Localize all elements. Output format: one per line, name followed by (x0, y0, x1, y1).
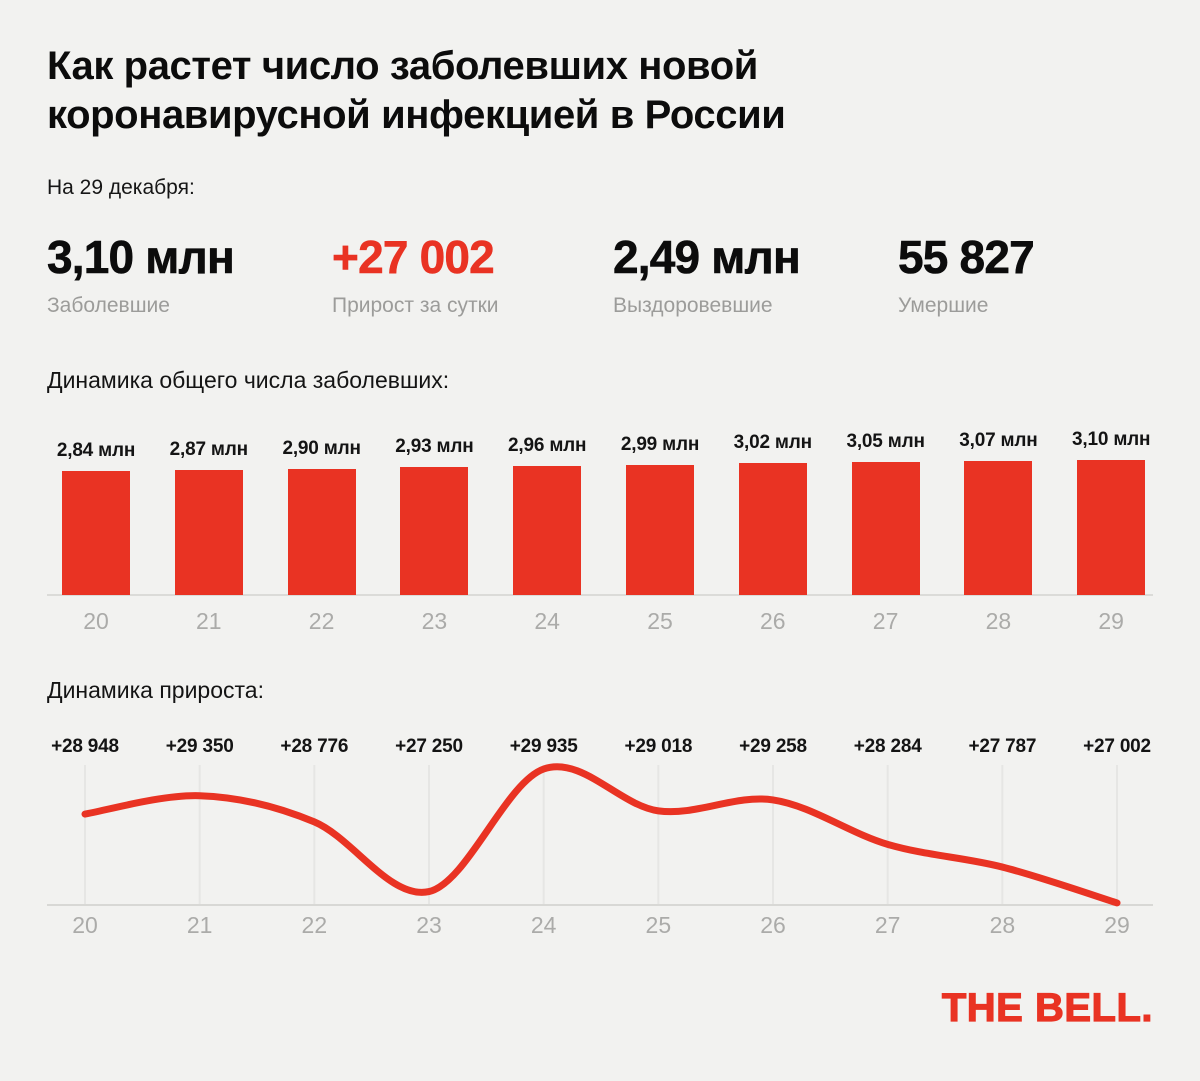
line-value-label: +27 002 (1083, 736, 1151, 757)
bar-value-label: 2,84 млн (56, 440, 136, 461)
line-chart-axis: 20 21 22 23 24 25 26 27 28 29 (47, 912, 1153, 938)
stat-value: +27 002 (332, 231, 495, 284)
stats-row: 3,10 млн Заболевшие +27 002 Прирост за с… (47, 230, 1153, 325)
line-value-label: +29 258 (739, 736, 807, 757)
bar-column-22: 2,90 млн (267, 435, 377, 595)
stat-label: Прирост за сутки (332, 294, 499, 317)
stat-label: Заболевшие (47, 294, 170, 317)
bar-axis-tick: 25 (647, 608, 673, 634)
stat-label: Выздоровевшие (613, 294, 773, 317)
bar-value-label: 3,10 млн (1072, 429, 1151, 450)
stat-label: Умершие (898, 294, 989, 317)
section-title-daily-increase: Динамика прироста: (47, 677, 264, 703)
line-chart-labels: +28 948 +29 350 +28 776 +27 250 +29 935 +29 0… (47, 736, 1153, 760)
bar-value-label: 2,99 млн (620, 434, 700, 455)
line-axis-tick: 23 (416, 912, 442, 938)
bar (513, 466, 582, 595)
bar (626, 465, 694, 595)
bar-axis-tick: 29 (1098, 608, 1124, 634)
bar-value-label: 2,93 млн (395, 436, 474, 457)
bar-column-26: 3,02 млн (718, 432, 828, 595)
line-value-label: +27 250 (395, 736, 463, 757)
line-axis-tick: 26 (760, 912, 786, 938)
bar-column-23: 2,93 млн (379, 435, 489, 595)
bar-chart-baseline (47, 594, 1153, 596)
bar (400, 467, 469, 595)
bar (1077, 460, 1146, 595)
line-value-label: +29 350 (165, 736, 234, 757)
stat-recovered: 2,49 млн Выздоровевшие (613, 230, 801, 318)
bar-value-label: 3,07 млн (959, 430, 1038, 451)
bar (287, 469, 356, 595)
stat-value: 55 827 (898, 231, 1035, 284)
bar-column-25: 2,99 млн (605, 434, 715, 595)
bar (738, 463, 807, 595)
bar-axis-tick: 28 (985, 608, 1012, 634)
bar-column-24: 2,96 млн (492, 435, 602, 595)
line-axis-tick: 20 (72, 912, 98, 938)
line-axis-tick: 29 (1104, 912, 1130, 938)
line-chart-svg (47, 763, 1153, 907)
bar-column-27: 3,05 млн (831, 431, 941, 595)
line-axis-tick: 22 (301, 912, 328, 938)
bar-column-28: 3,07 млн (943, 430, 1053, 595)
line-value-label: +29 018 (624, 736, 693, 757)
line-value-label: +27 787 (968, 736, 1037, 757)
line-value-label: +28 948 (51, 736, 119, 757)
bar-axis-tick: 26 (760, 608, 786, 634)
date-label: На 29 декабря: (47, 176, 195, 199)
bar-column-20: 2,84 млн (41, 435, 151, 595)
bar (174, 470, 243, 595)
bar (62, 471, 130, 595)
line-value-label: +28 776 (280, 736, 349, 757)
line-axis-tick: 27 (874, 912, 901, 938)
bar-column-21: 2,87 млн (154, 435, 264, 595)
increase-curve (81, 763, 1121, 907)
stat-value: 3,10 млн (47, 231, 235, 284)
bar-axis-tick: 20 (83, 608, 109, 634)
bar-axis-tick: 27 (872, 608, 899, 634)
stat-daily-increase: +27 002 Прирост за сутки (332, 230, 499, 318)
line-value-label: +29 935 (509, 736, 578, 757)
bar (851, 462, 920, 595)
bar-chart-plot: 2,84 млн 2,87 млн 2,90 млн 2,93 млн 2,96 млн… (47, 429, 1153, 596)
section-title-total-cases: Динамика общего числа заболевших: (47, 367, 450, 393)
bar-chart-axis: 20 21 22 23 24 25 26 27 28 29 (47, 608, 1153, 634)
bar-value-label: 3,02 млн (733, 432, 812, 453)
bar (964, 461, 1033, 595)
bar-value-label: 2,87 млн (169, 439, 248, 460)
stat-infected: 3,10 млн Заболевшие (47, 230, 235, 318)
line-value-label: +28 284 (853, 736, 922, 757)
brand-logo: THE BELL. (941, 985, 1153, 1030)
bar-value-label: 2,96 млн (508, 435, 587, 456)
line-axis-tick: 28 (989, 912, 1016, 938)
line-axis-tick: 24 (530, 912, 557, 938)
line-axis-tick: 25 (645, 912, 672, 938)
bar-axis-tick: 23 (421, 608, 448, 634)
line-axis-tick: 21 (186, 912, 213, 938)
bar-column-29: 3,10 млн (1056, 429, 1166, 595)
stat-deaths: 55 827 Умершие (898, 230, 1035, 318)
stat-value: 2,49 млн (613, 231, 801, 284)
bar-axis-tick: 22 (308, 608, 335, 634)
page-title: Как растет число заболевших новой корона… (47, 44, 786, 137)
bar-value-label: 3,05 млн (846, 431, 925, 452)
bar-value-label: 2,90 млн (282, 438, 361, 459)
bar-axis-tick: 21 (196, 608, 222, 634)
bar-axis-tick: 24 (534, 608, 560, 634)
